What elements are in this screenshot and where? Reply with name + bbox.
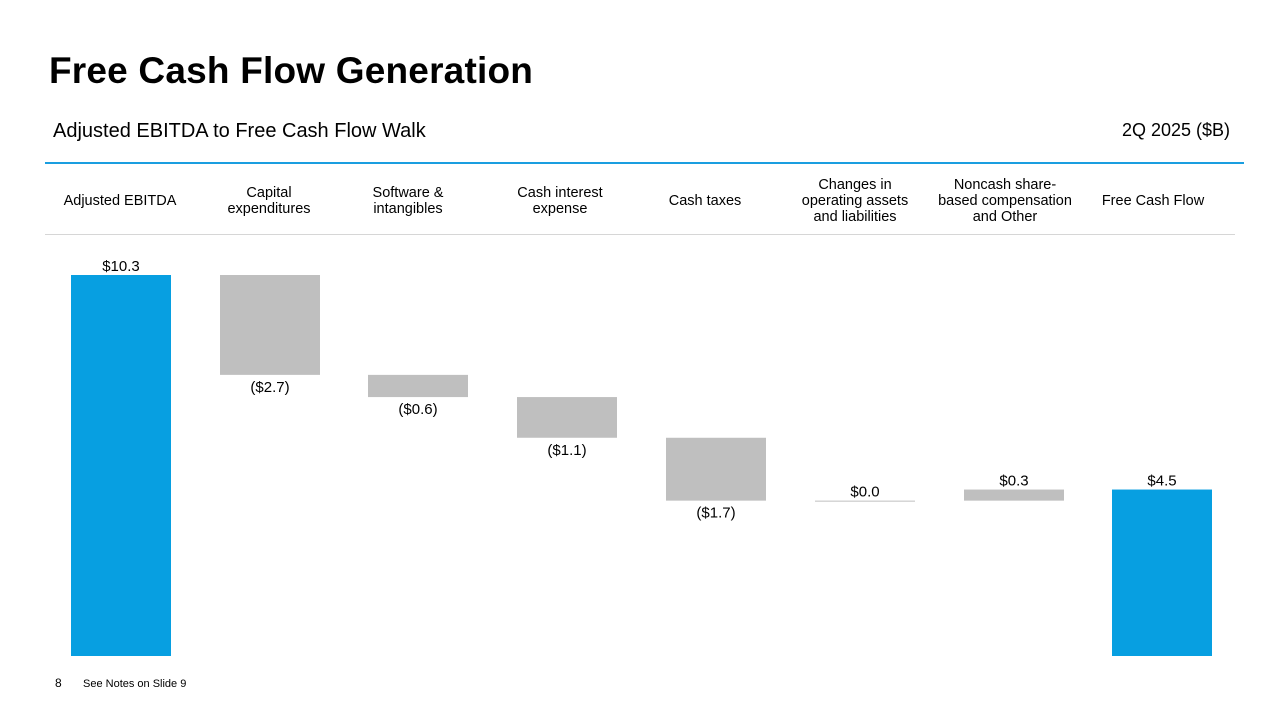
page-number: 8 [55,676,62,690]
bar-1 [220,275,320,375]
category-header-capital-expenditures: Capital expenditures [227,185,311,217]
category-header-noncash-sbc: Noncash share- based compensation and Ot… [938,177,1072,225]
data-label-0: $10.3 [102,258,140,275]
page-title: Free Cash Flow Generation [49,50,534,91]
footer-note: See Notes on Slide 9 [83,678,187,690]
bar-3 [517,397,617,438]
bar-6 [964,489,1064,501]
data-label-7: $4.5 [1147,473,1176,490]
category-header-cash-taxes: Cash taxes [668,193,742,209]
bar-5 [815,500,915,502]
category-header-adjusted-ebitda: Adjusted EBITDA [63,193,177,209]
bar-2 [368,374,468,398]
chart-subtitle: Adjusted EBITDA to Free Cash Flow Walk [53,120,426,142]
data-label-6: $0.3 [999,473,1028,490]
bar-7 [1112,489,1212,656]
data-label-2: ($0.6) [398,401,437,418]
category-header-free-cash-flow: Free Cash Flow [1101,193,1205,209]
data-label-1: ($2.7) [250,379,289,396]
bar-0 [71,275,171,656]
data-label-4: ($1.7) [696,505,735,522]
period-label: 2Q 2025 ($B) [1121,120,1230,140]
category-header-changes-operating: Changes in operating assets and liabilit… [801,177,909,225]
bar-4 [666,437,766,501]
data-label-3: ($1.1) [547,442,586,459]
data-label-5: $0.0 [850,484,879,501]
category-header-cash-interest-expense: Cash interest expense [517,185,603,217]
title-divider [45,162,1244,164]
header-divider [45,234,1235,235]
category-header-software-intangibles: Software & intangibles [372,185,444,217]
